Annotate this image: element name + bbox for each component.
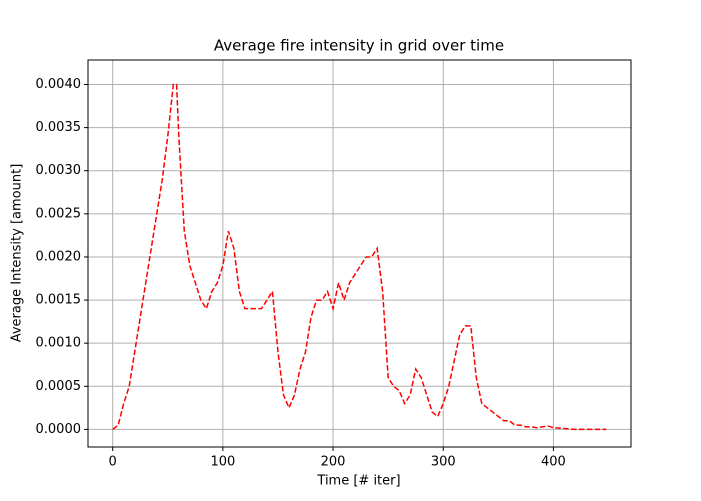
y-tick-label: 0.0000	[36, 422, 82, 437]
x-tick-label: 100	[210, 455, 235, 470]
y-tick-label: 0.0005	[36, 379, 82, 394]
y-tick-label: 0.0040	[36, 77, 82, 92]
x-tick-label: 0	[109, 455, 117, 470]
y-tick-label: 0.0025	[36, 206, 82, 221]
x-tick-label: 300	[431, 455, 456, 470]
y-tick-label: 0.0030	[36, 163, 82, 178]
y-tick-label: 0.0015	[36, 293, 82, 308]
y-tick-label: 0.0020	[36, 249, 82, 264]
x-axis-label: Time [# iter]	[316, 474, 400, 489]
x-tick-label: 400	[541, 455, 566, 470]
y-tick-label: 0.0035	[36, 120, 82, 135]
data-line	[112, 83, 607, 431]
x-tick-label: 200	[321, 455, 346, 470]
chart-title: Average fire intensity in grid over time	[214, 37, 504, 55]
y-tick-label: 0.0010	[36, 336, 82, 351]
plot-frame	[87, 59, 632, 448]
y-axis-label: Average Intensity [amount]	[10, 164, 25, 343]
